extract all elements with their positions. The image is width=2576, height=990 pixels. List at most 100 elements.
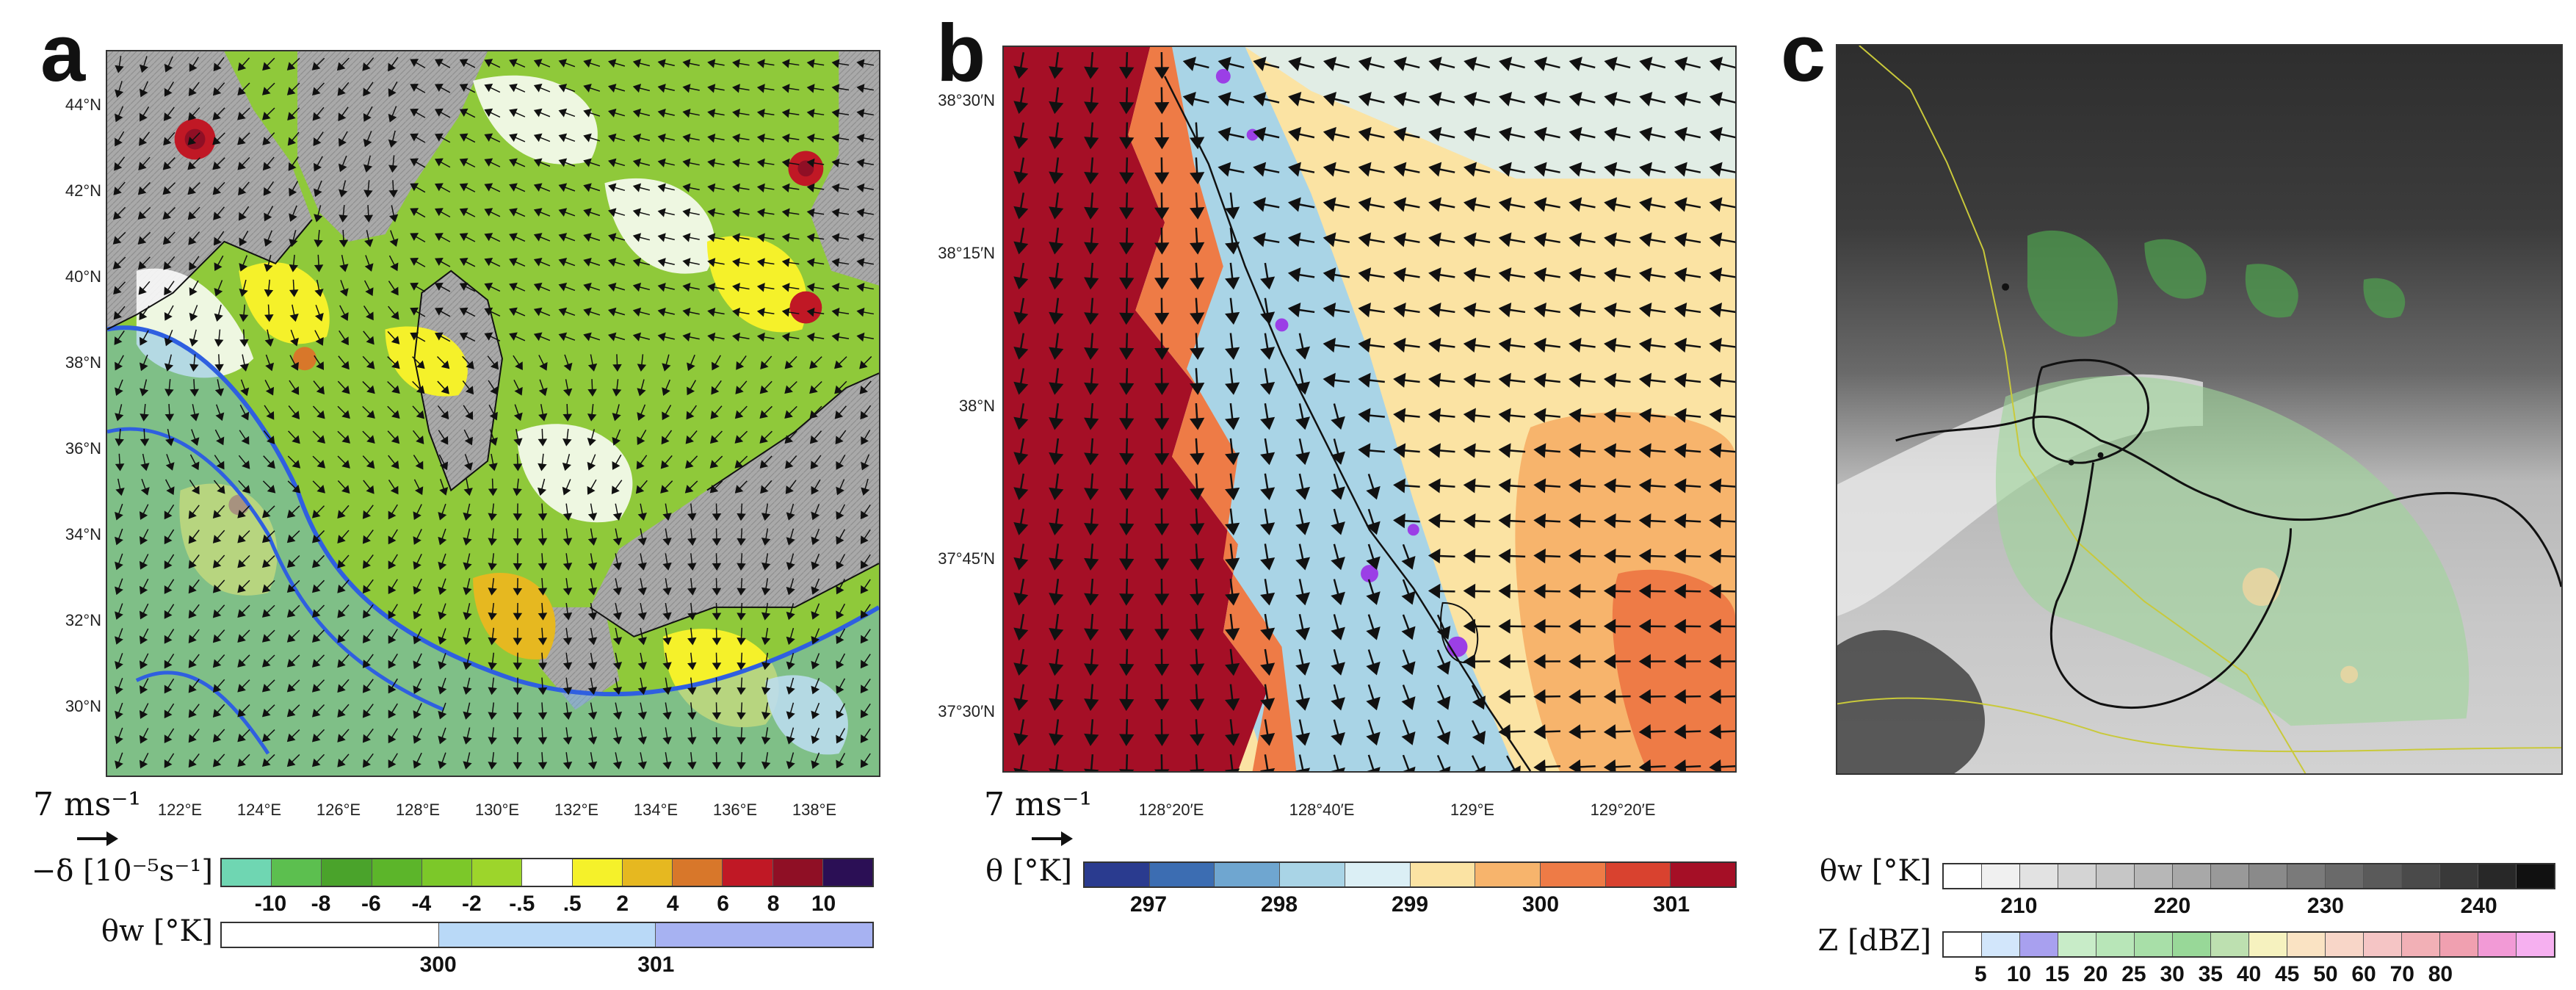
wind-arrow-head <box>488 563 497 571</box>
wind-arrow-head <box>1439 766 1451 771</box>
wind-arrow-head <box>1674 548 1687 564</box>
wind-arrow-head <box>756 208 765 217</box>
wind-arrow-head <box>756 258 765 267</box>
wind-arrow-head <box>1498 126 1512 142</box>
wind-arrow-head <box>115 387 123 397</box>
wind-arrow-head <box>1366 485 1381 500</box>
wind-arrow-head <box>860 411 869 420</box>
panel-a-div-tick-label: -.5 <box>509 892 535 916</box>
wind-arrow-head <box>1119 101 1135 115</box>
wind-arrow-head <box>509 158 518 167</box>
wind-arrow-head <box>732 283 740 292</box>
wind-arrow-head <box>712 762 722 770</box>
wind-arrow-head <box>388 635 397 644</box>
wind-arrow-head <box>562 687 573 695</box>
wind-arrow-head <box>587 612 598 621</box>
wind-arrow-head <box>363 164 373 173</box>
panel-b-wind-vectors <box>1013 51 1735 771</box>
wind-arrow-head <box>1049 522 1064 535</box>
wind-arrow-head <box>587 461 596 471</box>
wind-arrow-head <box>463 736 472 745</box>
wind-arrow-head <box>860 635 869 644</box>
wind-arrow-head <box>786 661 795 670</box>
wind-arrow-head <box>388 62 397 72</box>
wind-arrow-head <box>413 734 422 744</box>
wind-arrow-head <box>1295 557 1311 571</box>
wind-arrow-head <box>1013 101 1029 115</box>
wind-arrow-head <box>712 687 722 695</box>
panel-a-letter: a <box>40 8 86 98</box>
wind-arrow-head <box>1013 487 1029 501</box>
wind-arrow-head <box>1358 232 1372 248</box>
wind-arrow-head <box>657 108 666 118</box>
wind-arrow-head <box>115 760 123 770</box>
wind-arrow-head <box>687 712 697 720</box>
wind-arrow-head <box>212 684 222 693</box>
wind-arrow-head <box>612 413 621 422</box>
wind-arrow-head <box>836 734 844 744</box>
wind-arrow-head <box>1190 558 1205 571</box>
wind-arrow-head <box>533 83 543 93</box>
wind-arrow-head <box>115 511 123 521</box>
wind-arrow-head <box>341 435 350 444</box>
wind-arrow-head <box>1013 592 1029 606</box>
panel-a-div-tick-label: -4 <box>411 892 432 916</box>
panel-c-z-swatch <box>2249 933 2287 956</box>
wind-arrow-head <box>289 213 297 223</box>
wind-arrow-head <box>339 288 349 297</box>
wind-arrow-head <box>1013 767 1029 771</box>
wind-arrow-head <box>1182 92 1196 106</box>
wind-arrow-head <box>261 87 271 95</box>
wind-arrow-head <box>682 133 691 143</box>
wind-arrow-head <box>806 332 815 342</box>
wind-arrow-head <box>188 709 197 718</box>
wind-arrow-head <box>388 610 397 619</box>
panel-c-theta-swatch <box>2058 864 2096 888</box>
wind-arrow-head <box>608 158 617 167</box>
wind-arrow-head <box>712 513 722 521</box>
wind-arrow-head <box>459 59 468 68</box>
wind-arrow-head <box>836 684 844 694</box>
wind-arrow-head <box>637 562 647 571</box>
wind-arrow-head <box>1428 337 1441 353</box>
wind-arrow-head <box>657 282 666 292</box>
wind-arrow-head <box>1331 767 1345 771</box>
wind-arrow-head <box>1190 172 1205 185</box>
wind-arrow-head <box>1225 662 1240 676</box>
wind-arrow-head <box>1154 418 1170 430</box>
wind-arrow-head <box>188 635 197 643</box>
wind-arrow-head <box>1331 451 1345 465</box>
wind-arrow-head <box>587 587 598 596</box>
wind-arrow-head <box>1119 137 1135 150</box>
wind-arrow-head <box>438 536 447 546</box>
wind-arrow-head <box>682 208 691 217</box>
wind-arrow-head <box>513 463 523 471</box>
wind-arrow-head <box>856 258 865 267</box>
panel-c-theta-swatch <box>2135 864 2173 888</box>
wind-arrow-head <box>1260 733 1276 746</box>
wind-arrow-head <box>459 282 468 292</box>
wind-arrow-head <box>513 588 523 596</box>
wind-arrow-head <box>1295 452 1311 466</box>
wind-arrow-head <box>1510 765 1521 771</box>
wind-arrow-head <box>113 311 122 320</box>
wind-arrow-head <box>484 307 493 317</box>
wind-arrow <box>1264 754 1269 771</box>
wind-arrow-head <box>311 684 321 693</box>
wind-arrow-head <box>1190 347 1205 361</box>
panel-c-z-swatch <box>1982 933 2020 956</box>
panel-c-theta-colorbar-label: θw [°K] <box>1819 854 1931 888</box>
wind-arrow-head <box>287 112 296 120</box>
wind-arrow-head <box>1674 759 1687 771</box>
wind-arrow-head <box>1013 662 1029 676</box>
wind-arrow-head <box>438 735 447 745</box>
wind-arrow-head <box>781 307 790 317</box>
wind-arrow-head <box>459 307 468 316</box>
wind-arrow-head <box>1428 443 1441 458</box>
wind-arrow-head <box>1218 92 1231 106</box>
wind-arrow-head <box>312 112 321 121</box>
panel-b-theta-swatch <box>1345 863 1411 886</box>
wind-arrow-head <box>139 137 148 146</box>
wind-arrow-head <box>286 559 296 568</box>
wind-arrow-head <box>587 637 598 646</box>
